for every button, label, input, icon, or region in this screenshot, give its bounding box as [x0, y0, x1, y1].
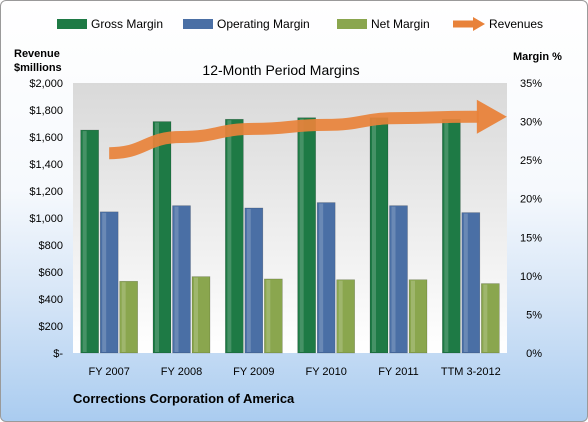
left-tick-label: $1,800	[29, 105, 63, 117]
bar-highlight	[227, 120, 232, 352]
bar-highlight	[299, 118, 304, 352]
bar-net-margin-fy-2007	[119, 280, 138, 354]
left-tick-label: $2,000	[29, 78, 63, 90]
bar-gross-margin-fy-2009	[225, 118, 244, 354]
bar-operating-margin-fy-2011	[389, 205, 408, 354]
right-tick-label: 5%	[526, 309, 542, 321]
category-label: FY 2007	[88, 366, 129, 378]
bar-highlight	[444, 120, 449, 352]
bar-highlight	[121, 282, 126, 352]
bar-operating-margin-fy-2008	[172, 205, 191, 354]
legend-swatch-operating-margin	[183, 19, 213, 29]
bar-highlight	[102, 212, 107, 352]
category-label: TTM 3-2012	[441, 366, 501, 378]
bar-net-margin-ttm-3-2012	[481, 283, 500, 354]
right-tick-label: 15%	[520, 232, 542, 244]
revenues-line	[108, 110, 479, 160]
bar-gross-margin-fy-2010	[297, 117, 316, 354]
legend-label-net-margin: Net Margin	[371, 17, 430, 31]
bar-highlight	[319, 203, 324, 352]
legend-label-gross-margin: Gross Margin	[91, 17, 163, 31]
left-tick-label: $1,400	[29, 159, 63, 171]
bar-highlight	[391, 206, 396, 352]
bar-highlight	[483, 284, 488, 352]
bar-highlight	[246, 208, 251, 352]
left-tick-label: $600	[39, 267, 63, 279]
category-label: FY 2011	[378, 366, 419, 378]
legend-arrowhead-revenues-icon	[473, 17, 485, 31]
bar-highlight	[266, 279, 271, 352]
bar-highlight	[82, 131, 87, 352]
legend-swatch-net-margin	[337, 19, 367, 29]
left-tick-label: $1,000	[29, 213, 63, 225]
bar-highlight	[372, 118, 376, 352]
bar-highlight	[411, 280, 415, 352]
bar-highlight	[194, 277, 198, 352]
right-axis-title: Margin %	[513, 51, 562, 63]
bar-operating-margin-fy-2010	[316, 202, 336, 354]
left-tick-label: $1,600	[29, 132, 63, 144]
chart-title: 12-Month Period Margins	[202, 62, 359, 78]
legend: Gross Margin Operating Margin Net Margin…	[57, 17, 543, 31]
bar-gross-margin-fy-2008	[152, 121, 172, 354]
category-label: FY 2010	[305, 366, 346, 378]
right-tick-label: 20%	[520, 194, 542, 206]
revenues-line-layer	[108, 99, 507, 160]
legend-label-operating-margin: Operating Margin	[217, 17, 310, 31]
category-label: FY 2008	[161, 366, 202, 378]
left-tick-label: $800	[39, 240, 63, 252]
left-axis-title-line2: $millions	[14, 62, 62, 74]
bar-net-margin-fy-2009	[264, 278, 283, 354]
left-axis: $- $200 $400 $600 $800 $1,000 $1,200 $1,400 $1,6…	[29, 78, 63, 360]
bar-operating-margin-ttm-3-2012	[461, 212, 481, 354]
right-tick-label: 25%	[520, 155, 542, 167]
right-tick-label: 10%	[520, 271, 542, 283]
bar-net-margin-fy-2008	[191, 276, 211, 354]
bar-operating-margin-fy-2007	[99, 211, 119, 354]
legend-swatch-gross-margin	[57, 19, 87, 29]
bar-gross-margin-fy-2007	[80, 129, 99, 354]
left-tick-label: $400	[39, 294, 63, 306]
bar-net-margin-fy-2011	[408, 279, 428, 354]
category-labels: FY 2007 FY 2008 FY 2009 FY 2010 FY 2011 TTM 3…	[88, 366, 500, 378]
left-axis-title-line1: Revenue	[14, 48, 60, 60]
left-tick-label: $-	[53, 348, 63, 360]
right-tick-label: 30%	[520, 117, 542, 129]
category-label: FY 2009	[233, 366, 274, 378]
company-name: Corrections Corporation of America	[73, 391, 295, 406]
bar-highlight	[463, 213, 468, 352]
bar-highlight	[155, 122, 159, 352]
bar-net-margin-fy-2010	[336, 279, 355, 354]
bar-highlight	[174, 206, 179, 352]
right-tick-label: 35%	[520, 78, 542, 90]
revenues-arrowhead-icon	[476, 99, 507, 134]
bar-operating-margin-fy-2009	[244, 207, 264, 354]
left-tick-label: $1,200	[29, 186, 63, 198]
right-tick-label: 0%	[526, 348, 542, 360]
left-tick-label: $200	[39, 321, 63, 333]
legend-label-revenues: Revenues	[489, 17, 543, 31]
bar-highlight	[338, 280, 343, 352]
bars-layer	[80, 117, 500, 354]
right-axis: 0% 5% 10% 15% 20% 25% 30% 35%	[520, 78, 542, 360]
